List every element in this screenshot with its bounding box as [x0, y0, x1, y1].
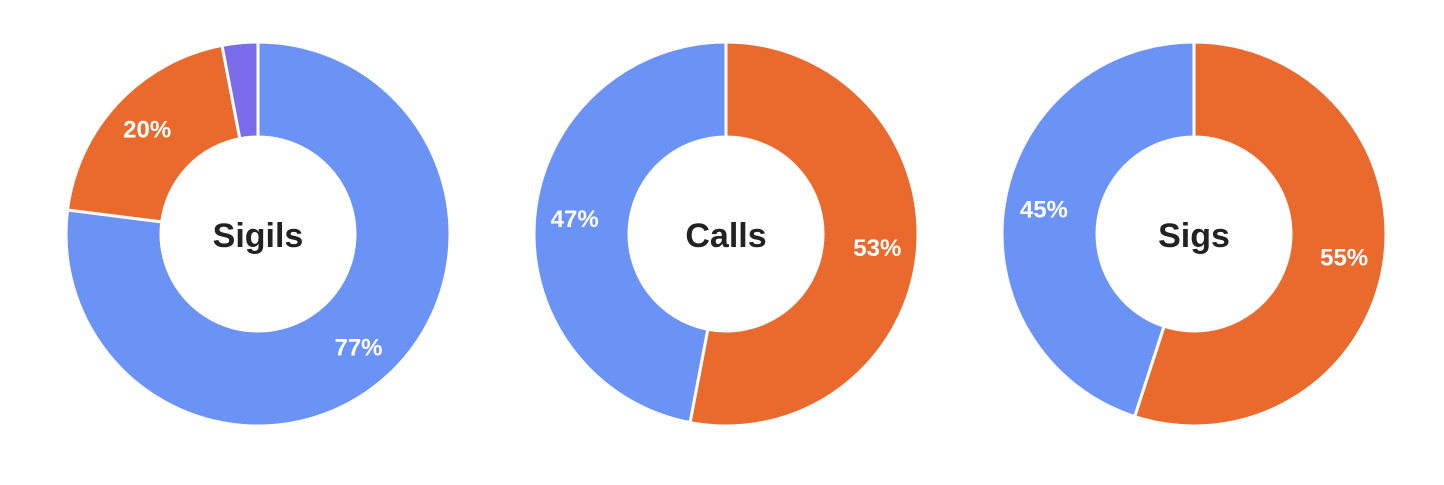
sigils-donut: 77% 20% Sigils: [64, 40, 452, 428]
sigs-center-title: Sigs: [1158, 217, 1230, 255]
sigils-slice-0: [64, 40, 452, 428]
calls-slice-label-0: 53%: [853, 235, 901, 262]
sigs-donut: 55% 45% Sigs: [1000, 40, 1388, 428]
sigs-slice-label-0: 55%: [1320, 244, 1368, 271]
sigs-slice-1: [1000, 40, 1196, 419]
sigils-center-title: Sigils: [213, 217, 304, 255]
sigs-slice-0: [1133, 40, 1388, 428]
sigils-slice-label-1: 20%: [123, 116, 171, 143]
sigils-slice-1: [66, 43, 242, 224]
sigils-slice-2: [220, 40, 260, 141]
calls-slice-0: [688, 40, 920, 428]
calls-slice-1: [532, 40, 728, 425]
calls-center-title: Calls: [685, 217, 766, 255]
sigs-slice-label-1: 45%: [1020, 197, 1068, 224]
calls-donut: 53% 47% Calls: [532, 40, 920, 428]
sigils-slice-label-0: 77%: [334, 335, 382, 362]
calls-slice-label-1: 47%: [551, 206, 599, 233]
